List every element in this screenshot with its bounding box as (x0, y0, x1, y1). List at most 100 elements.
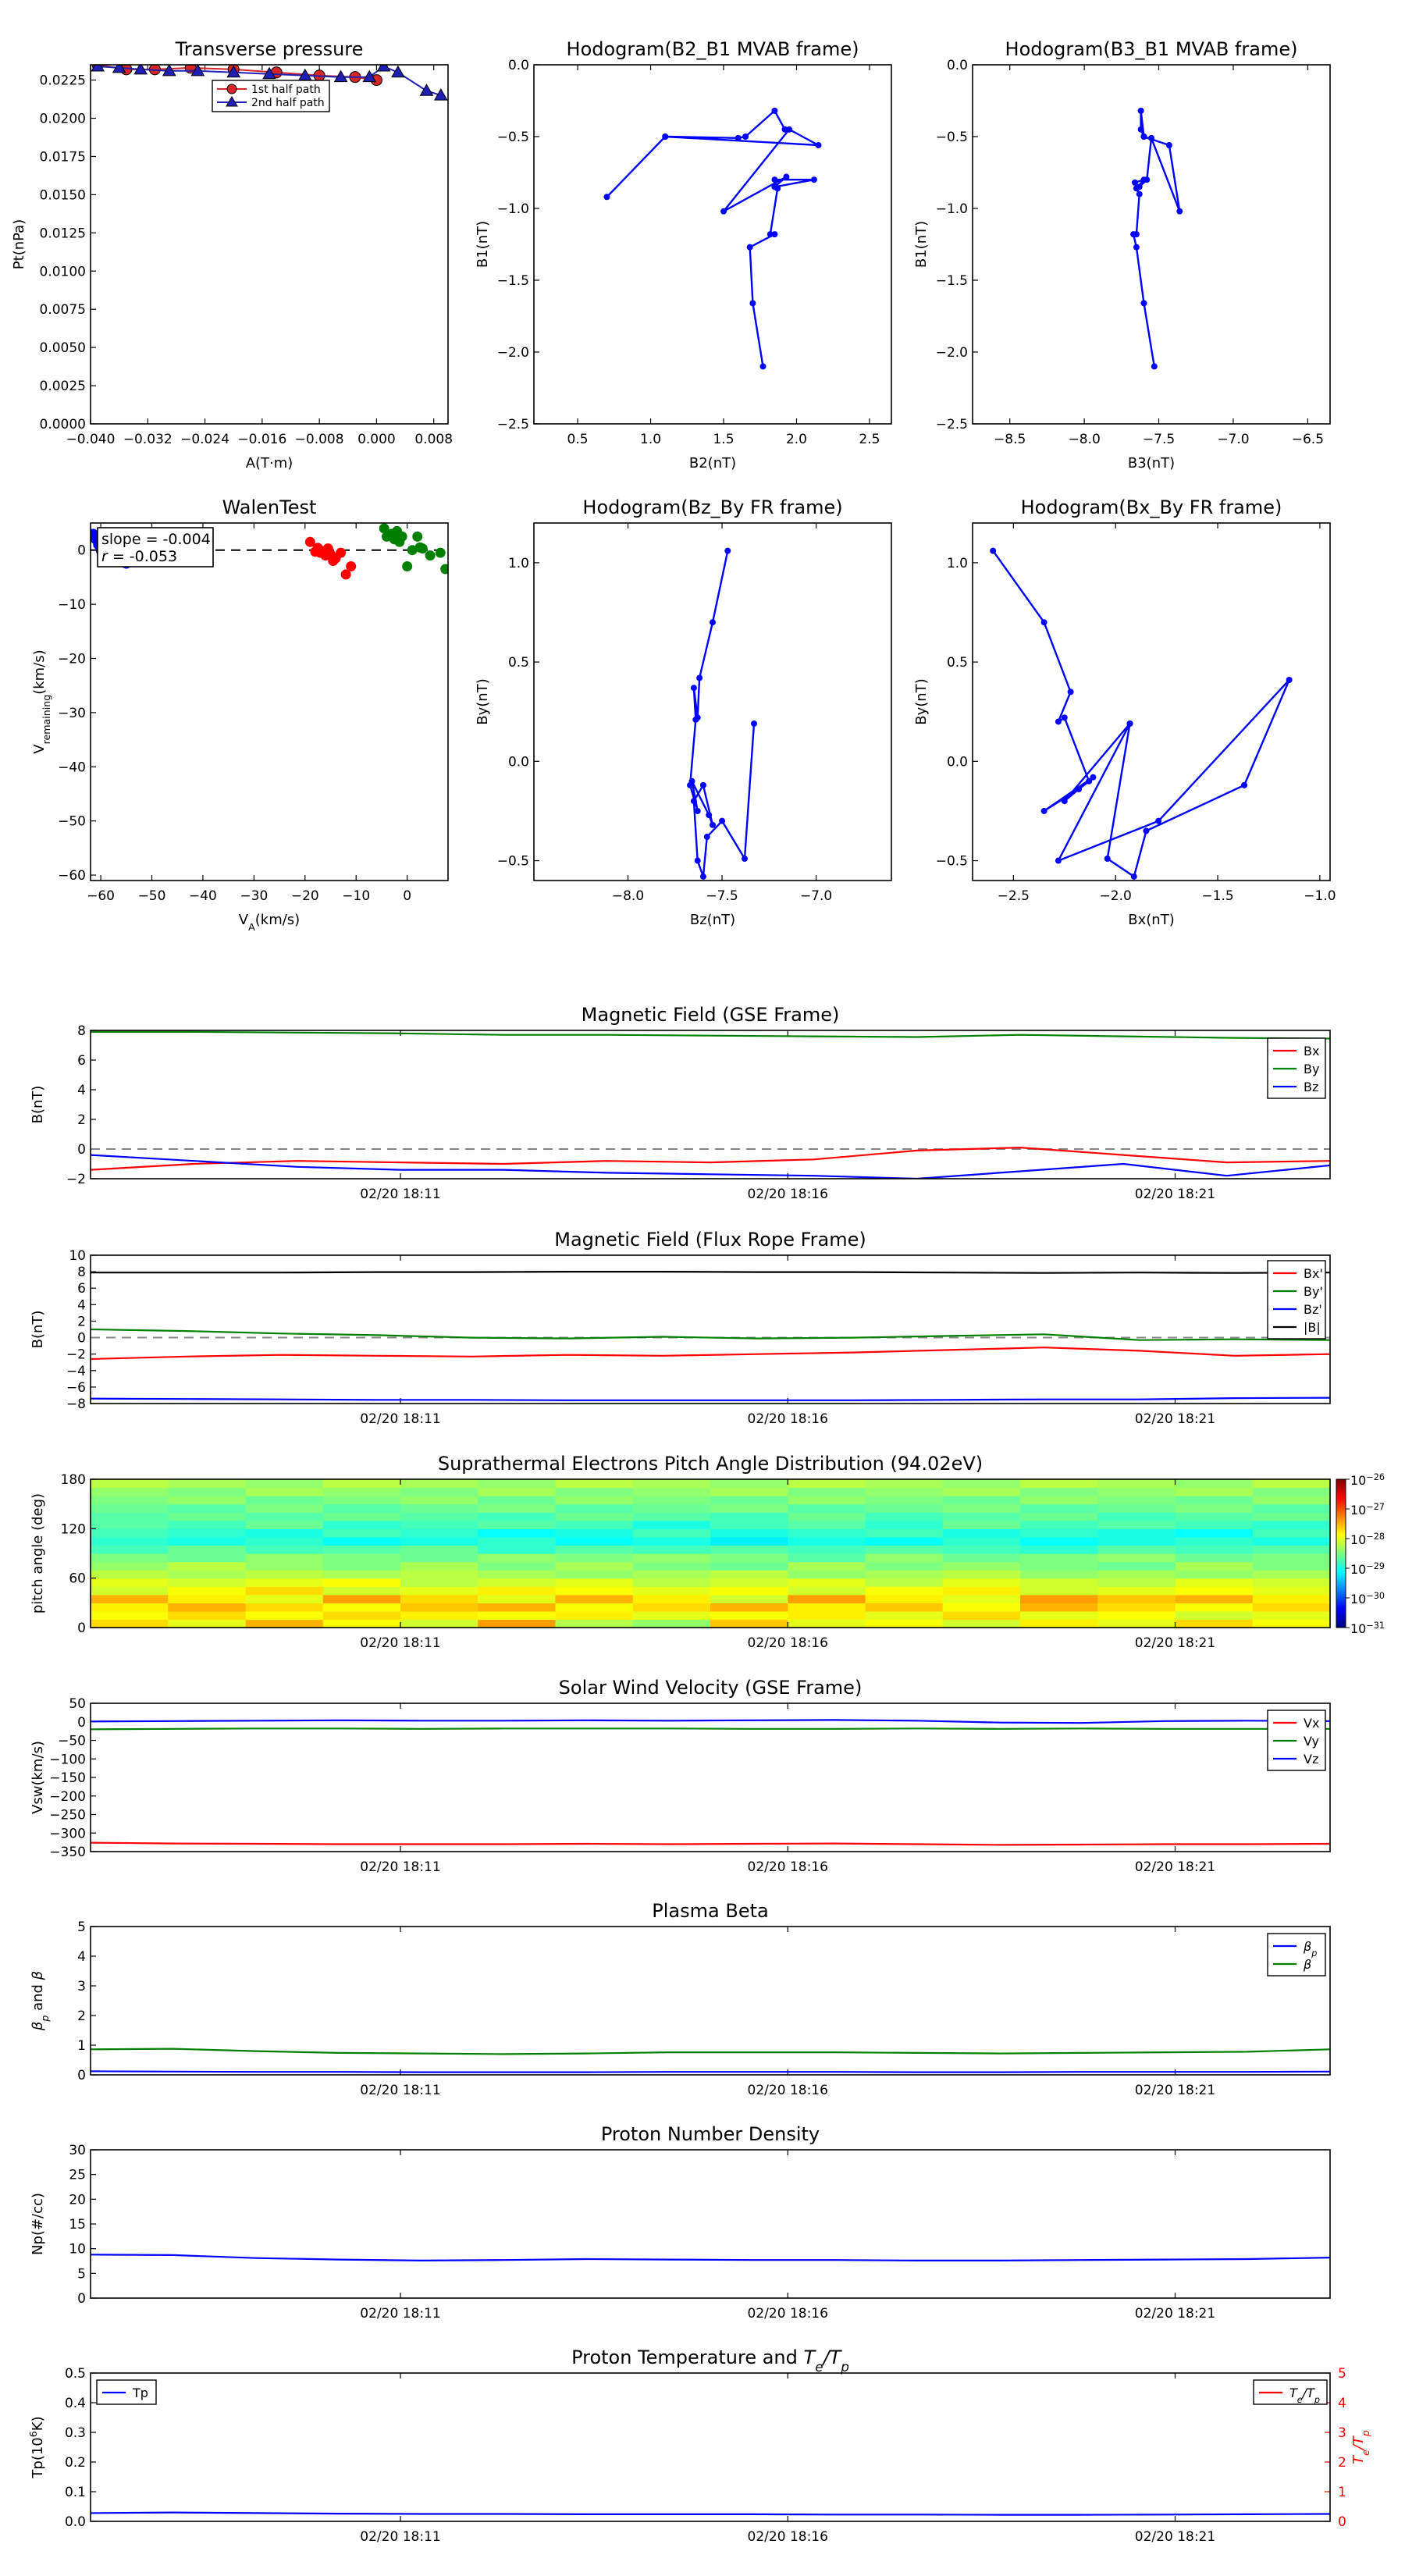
pad-cell (1097, 1487, 1176, 1496)
pad-cell (478, 1603, 557, 1612)
beta-legend: βpβ (1267, 1933, 1326, 1976)
pad-cell (1097, 1545, 1176, 1554)
hodogram_b2b1-point (746, 244, 753, 251)
pad-cell (91, 1603, 169, 1612)
walen_test-plot-area (91, 523, 448, 881)
mag_fr-ylabel: B(nT) (30, 1311, 46, 1349)
pad-cell (555, 1487, 634, 1496)
hodogram_b2b1-point (786, 126, 793, 133)
hodogram_bzby-ytick-label: −0.5 (497, 854, 529, 870)
hodogram_b2b1-point (735, 134, 742, 141)
pad-cell (710, 1619, 788, 1628)
mag_fr-ytick-label: −4 (66, 1364, 86, 1379)
mag_fr-series-bx (91, 1347, 1330, 1361)
pad-colorbar: 10−26 10−27 10−28 10−29 10−30 10−31 (1336, 1472, 1385, 1636)
pad-colorbar-label: 10−27 (1350, 1502, 1385, 1518)
pad-cell (788, 1586, 866, 1596)
hodogram_b2b1-xtick-label: 1.5 (713, 432, 734, 447)
transverse_pressure-title: Transverse pressure (175, 38, 364, 60)
walen_test-xtick-label: −60 (87, 888, 115, 904)
hodogram_b2b1-point (815, 142, 822, 149)
temperature-ylabel: Tp(106K) (27, 2416, 47, 2478)
mag_gse-series-bz (91, 1154, 1330, 1179)
pad-cell (400, 1561, 478, 1571)
pad-cell (555, 1553, 634, 1563)
hodogram_b2b1-ytick-label: −2.5 (497, 417, 529, 432)
hodogram_b2b1: Hodogram(B2_B1 MVAB frame) −2.5 −2.0 −1.5 −1… (475, 38, 892, 471)
pad-cell (322, 1536, 401, 1546)
pad-cell (1097, 1553, 1176, 1563)
temperature-xtick-label: 02/20 18:16 (748, 2529, 828, 2545)
hodogram_b3b1-xtick-label: −6.5 (1292, 432, 1324, 447)
pad-cell (1252, 1479, 1331, 1489)
pad-cell (322, 1586, 401, 1596)
temperature-xtick-label: 02/20 18:11 (360, 2529, 440, 2545)
mag_fr-xtick-label: 02/20 18:16 (748, 1411, 828, 1427)
hodogram_bxby-xtick-label: −1.0 (1304, 888, 1336, 904)
temperature-plot-area (91, 2373, 1330, 2521)
pad-cell (245, 1578, 324, 1587)
pad-cell (91, 1561, 169, 1571)
pad-cell (1097, 1619, 1176, 1628)
pad-cell (1175, 1528, 1254, 1538)
temperature-ylabel-right: Te/Tp (1350, 2430, 1371, 2464)
pad-cell (1020, 1520, 1098, 1529)
mag_gse-legend-label: Bz (1304, 1080, 1318, 1094)
pad-ytick-label: 180 (61, 1472, 86, 1488)
hodogram_b3b1-xlabel: B3(nT) (1128, 455, 1175, 471)
pad-cell (555, 1512, 634, 1521)
vsw-series-vz (91, 1719, 1330, 1724)
pad-cell (400, 1545, 478, 1554)
mag_fr-legend-label: Bz' (1304, 1302, 1322, 1317)
hodogram_bzby-point (741, 856, 748, 863)
mag_fr-ytick-label: 0 (77, 1331, 86, 1347)
mag_gse-xtick-label: 02/20 18:21 (1135, 1187, 1215, 1202)
pad-cell (942, 1479, 1021, 1489)
beta-xtick-label: 02/20 18:11 (360, 2083, 440, 2098)
hodogram_bxby-ytick-label: −0.5 (936, 854, 968, 870)
hodogram_b3b1-point (1151, 363, 1158, 370)
pad-cell (400, 1578, 478, 1587)
mag_gse-ytick-label: 8 (77, 1023, 86, 1039)
hodogram_bxby-point (1155, 817, 1162, 824)
vsw-ytick-label: −300 (49, 1826, 86, 1841)
pad-cell (91, 1578, 169, 1587)
hodogram_b2b1-ytick-label: −1.0 (497, 201, 529, 217)
hodogram_b2b1-ytick-label: −2.0 (497, 345, 529, 361)
hodogram_b2b1-point (720, 208, 727, 215)
temperature-ytick-right-label: 2 (1338, 2455, 1346, 2471)
pad-cell (555, 1528, 634, 1538)
beta-ylabel: βp and β (30, 1971, 51, 2031)
pad-cell (632, 1503, 711, 1513)
hodogram_b3b1-xtick-label: −8.5 (994, 432, 1026, 447)
hodogram_bxby-xtick-label: −2.5 (998, 888, 1030, 904)
vsw-legend-label: Vx (1304, 1716, 1319, 1731)
transverse_pressure-point (391, 65, 405, 78)
pad-cell (322, 1520, 401, 1529)
hodogram_bxby-point (990, 547, 997, 554)
temperature-ytick-label: 0.1 (65, 2485, 86, 2500)
pad-cell (555, 1503, 634, 1513)
pad-cell (1175, 1561, 1254, 1571)
hodogram_bzby-ylabel: By(nT) (475, 678, 491, 724)
pad-cell (400, 1479, 478, 1489)
hodogram_bxby-point (1241, 781, 1248, 788)
pad-cell (632, 1619, 711, 1628)
transverse_pressure-xtick-label: 0.000 (357, 432, 396, 447)
pad-cell (710, 1561, 788, 1571)
mag_fr-plot-area (91, 1255, 1330, 1404)
pad-cell (1252, 1503, 1331, 1513)
temperature-ytick-label: 0.2 (65, 2455, 86, 2471)
beta-legend-label: β (1303, 1957, 1311, 1972)
pad-cell (168, 1479, 247, 1489)
transverse_pressure-point (419, 84, 434, 96)
pad-cell (322, 1553, 401, 1563)
mag_gse-legend-label: Bx (1304, 1044, 1319, 1059)
pad-cell (1020, 1512, 1098, 1521)
mag_fr-ytick-label: 10 (69, 1248, 86, 1264)
hodogram_b2b1-point (771, 183, 778, 190)
pad-cell (91, 1536, 169, 1546)
pad-cell (245, 1586, 324, 1596)
pad-cell (91, 1545, 169, 1554)
